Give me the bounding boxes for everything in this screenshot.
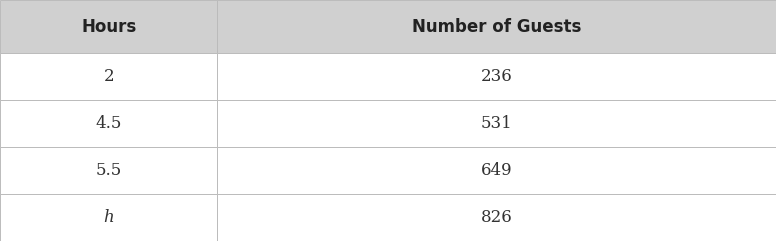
Text: Number of Guests: Number of Guests — [412, 18, 581, 35]
Text: 531: 531 — [481, 115, 512, 132]
FancyBboxPatch shape — [0, 0, 217, 53]
FancyBboxPatch shape — [217, 0, 776, 53]
FancyBboxPatch shape — [217, 147, 776, 194]
Text: Hours: Hours — [81, 18, 137, 35]
Text: 826: 826 — [481, 209, 512, 226]
FancyBboxPatch shape — [217, 194, 776, 241]
FancyBboxPatch shape — [217, 100, 776, 147]
Text: 5.5: 5.5 — [95, 162, 122, 179]
Text: 2: 2 — [103, 68, 114, 85]
FancyBboxPatch shape — [0, 100, 217, 147]
Text: 649: 649 — [481, 162, 512, 179]
FancyBboxPatch shape — [0, 194, 217, 241]
Text: 236: 236 — [481, 68, 512, 85]
FancyBboxPatch shape — [217, 53, 776, 100]
FancyBboxPatch shape — [0, 53, 217, 100]
Text: 4.5: 4.5 — [95, 115, 122, 132]
FancyBboxPatch shape — [0, 147, 217, 194]
Text: h: h — [103, 209, 114, 226]
